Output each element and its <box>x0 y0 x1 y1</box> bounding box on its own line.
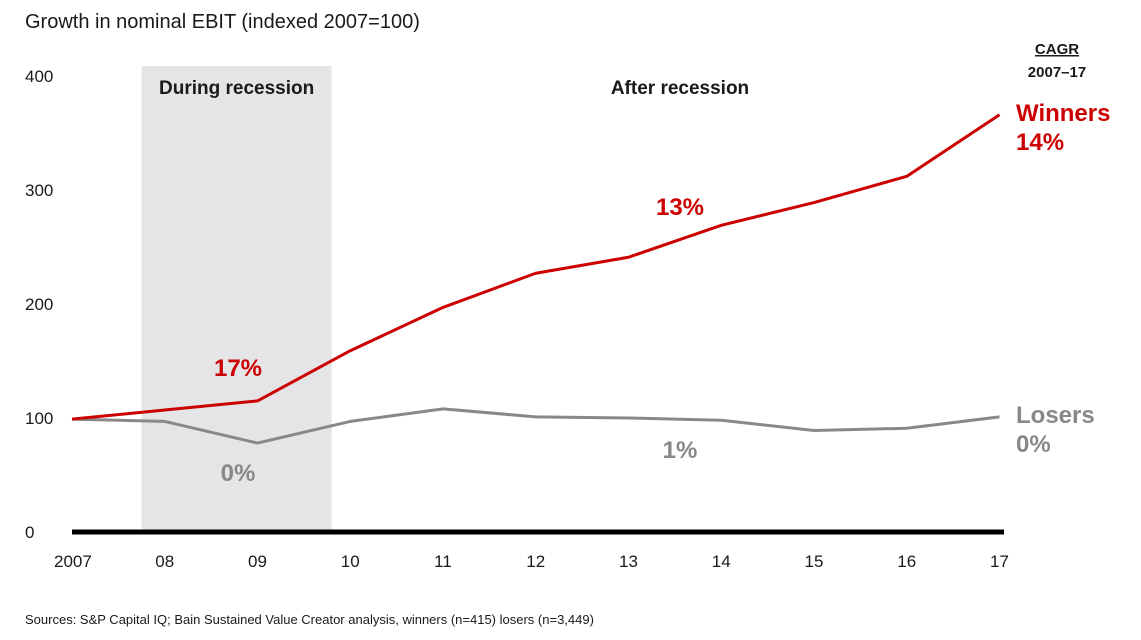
y-tick-label: 400 <box>25 67 53 86</box>
losers-cagr-value: 0% <box>1016 431 1051 458</box>
y-tick-label: 200 <box>25 295 53 314</box>
x-tick-label: 13 <box>619 552 638 571</box>
x-tick-label: 10 <box>341 552 360 571</box>
recession-shaded-band <box>141 66 332 532</box>
period-label-during: During recession <box>159 78 314 99</box>
winners-cagr-value: 14% <box>1016 129 1064 156</box>
x-tick-label: 15 <box>805 552 824 571</box>
winners-during-cagr-annotation: 17% <box>214 355 262 382</box>
y-tick-label: 0 <box>25 523 34 542</box>
x-axis-ticks: 2007 08 09 10 11 12 13 14 15 16 17 <box>54 552 1009 571</box>
cagr-header-label: CAGR <box>1035 41 1079 58</box>
x-tick-label: 08 <box>155 552 174 571</box>
x-tick-label: 2007 <box>54 552 92 571</box>
winners-series-label: Winners <box>1016 100 1110 127</box>
chart-title: Growth in nominal EBIT (indexed 2007=100… <box>25 11 420 33</box>
losers-during-cagr-annotation: 0% <box>221 460 256 487</box>
winners-after-cagr-annotation: 13% <box>656 194 704 221</box>
x-tick-label: 14 <box>712 552 731 571</box>
source-note: Sources: S&P Capital IQ; Bain Sustained … <box>25 612 594 627</box>
y-tick-label: 100 <box>25 409 53 428</box>
x-tick-label: 17 <box>990 552 1009 571</box>
x-tick-label: 11 <box>434 552 452 571</box>
x-tick-label: 12 <box>526 552 545 571</box>
period-label-after: After recession <box>611 78 749 99</box>
y-tick-label: 300 <box>25 181 53 200</box>
y-axis-ticks: 0 100 200 300 400 <box>25 67 53 542</box>
x-tick-label: 09 <box>248 552 267 571</box>
winners-series-line <box>71 113 1001 421</box>
losers-after-cagr-annotation: 1% <box>663 437 698 464</box>
losers-series-line <box>71 407 1000 445</box>
x-tick-label: 16 <box>897 552 916 571</box>
cagr-period-label: 2007–17 <box>1028 64 1086 81</box>
series-lines <box>71 113 1001 445</box>
losers-series-label: Losers <box>1016 402 1095 429</box>
